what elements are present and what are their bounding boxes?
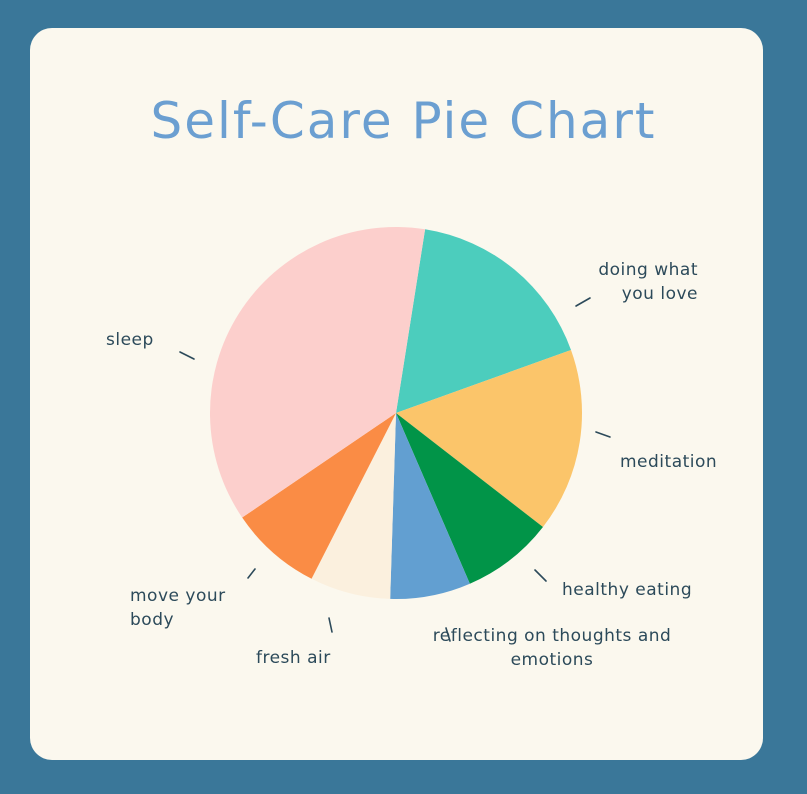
pie-slice [396, 349, 583, 528]
label-tick [179, 351, 195, 360]
slice-label: doing what you love [598, 260, 698, 304]
label-tick [328, 617, 333, 633]
label-tick [247, 568, 256, 579]
slice-label: reflecting on thoughts and emotions [432, 626, 672, 670]
label-tick [445, 627, 451, 642]
slice-label: sleep [106, 330, 154, 350]
slice-label: meditation [620, 452, 718, 472]
pie-slice [396, 229, 572, 413]
label-tick [534, 569, 547, 582]
slice-label: healthy eating [562, 580, 693, 600]
slice-label: fresh air [256, 648, 331, 668]
pie-slice [209, 226, 426, 518]
chart-title: Self-Care Pie Chart [150, 92, 657, 150]
label-tick [575, 297, 591, 307]
pie-slice [242, 413, 396, 579]
slice-label: move your body [130, 586, 226, 630]
pie-slice [396, 413, 543, 584]
pie-slice [390, 413, 470, 599]
label-tick [595, 431, 611, 438]
pie-slice [311, 413, 396, 599]
